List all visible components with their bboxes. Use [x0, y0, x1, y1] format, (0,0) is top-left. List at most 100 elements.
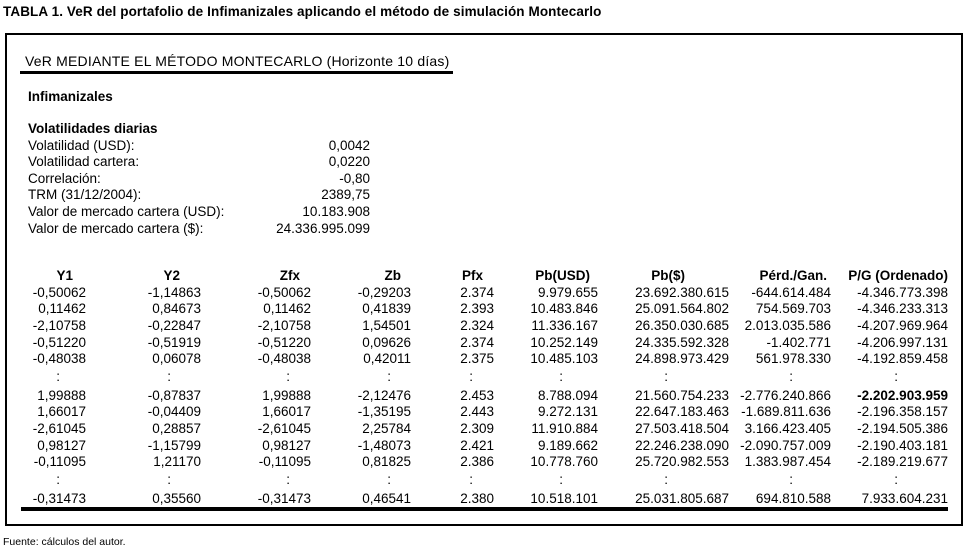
data-cell: -2,61045: [32, 420, 86, 436]
table-caption: TABLA 1. VeR del portafolio de Infimaniz…: [3, 4, 602, 19]
ellipsis-cell: :: [789, 472, 793, 488]
data-cell: 2.386: [460, 454, 494, 470]
data-cell: 0,42011: [363, 351, 411, 367]
data-cell: 0,84673: [152, 301, 201, 317]
data-cell: -0,48038: [32, 351, 86, 367]
data-cell: -1,14863: [147, 284, 201, 300]
volatility-value: -0,80: [339, 170, 370, 186]
data-cell: 9.272.131: [537, 404, 598, 420]
data-cell: -2.194.505.386: [857, 420, 948, 436]
data-cell: -0,87837: [147, 387, 201, 403]
data-cell: -4.192.859.458: [857, 351, 948, 367]
column-header: P/G (Ordenado): [848, 268, 948, 284]
data-cell: 22.246.238.090: [635, 437, 729, 453]
data-cell: 0,11462: [38, 301, 86, 317]
data-cell: 1,21170: [153, 454, 201, 470]
data-row: -2,61045 0,28857 -2,61045 2,25784 2.309 11.91…: [21, 421, 948, 438]
panel-heading-wrap: VeR MEDIANTE EL MÉTODO MONTECARLO (Horiz…: [20, 53, 961, 74]
column-header: Pfx: [461, 268, 483, 284]
data-cell: -2.189.219.677: [857, 454, 948, 470]
table-body: -0,50062 -1,14863 -0,50062 -0,29203 2.374 9.9…: [21, 285, 948, 510]
volatility-label: TRM (31/12/2004):: [28, 187, 142, 203]
volatility-label: Volatilidad cartera:: [28, 154, 140, 170]
data-cell: 10.485.103: [530, 351, 598, 367]
volatility-row: Volatilidad (USD): 0,0042: [28, 138, 370, 155]
data-cell: 23.692.380.615: [635, 284, 729, 300]
data-cell: 754.569.703: [755, 301, 831, 317]
data-cell: 2.309: [460, 420, 494, 436]
volatility-label: Correlación:: [28, 170, 101, 186]
data-cell: 27.503.418.504: [635, 420, 729, 436]
data-cell: 1,54501: [362, 317, 411, 333]
data-cell: -4.206.997.131: [857, 334, 948, 350]
data-row: 0,11462 0,84673 0,11462 0,41839 2.393 10.483.…: [21, 301, 948, 318]
column-header: Y1: [56, 268, 73, 284]
data-cell: -0,22847: [147, 317, 201, 333]
data-cell: 7.933.604.231: [861, 490, 948, 506]
data-row: 1,99888 -0,87837 1,99888 -2,12476 2.453 8.788…: [21, 388, 948, 405]
column-header: Pb($): [651, 268, 685, 284]
data-cell: -0,11095: [258, 454, 311, 470]
volatility-value: 10.183.908: [302, 203, 370, 219]
data-cell: -1,15799: [147, 437, 201, 453]
data-cell: 0,98127: [37, 437, 86, 453]
ellipsis-cell: :: [664, 472, 668, 488]
ellipsis-cell: :: [664, 369, 668, 385]
data-cell: -0,50062: [32, 284, 86, 300]
data-cell: 2.443: [460, 404, 494, 420]
volatility-label: Volatilidad (USD):: [28, 137, 135, 153]
data-cell: 2.453: [460, 387, 494, 403]
ellipsis-cell: :: [469, 369, 473, 385]
data-cell: 0,11462: [263, 301, 311, 317]
data-cell: -4.346.233.313: [857, 301, 948, 317]
data-cell: 2,25784: [362, 420, 411, 436]
volatility-row: Valor de mercado cartera (USD): 10.183.9…: [28, 204, 370, 221]
ellipsis-cell: :: [469, 472, 473, 488]
volatility-label: Valor de mercado cartera ($):: [28, 220, 204, 236]
data-cell: -0,11095: [33, 454, 86, 470]
volatility-value: 0,0042: [328, 137, 370, 153]
data-row: -0,50062 -1,14863 -0,50062 -0,29203 2.374 9.9…: [21, 285, 948, 302]
volatility-section-title: Volatilidades diarias: [28, 121, 158, 136]
data-cell: 0,06078: [152, 351, 201, 367]
data-cell: 0,46541: [362, 490, 411, 506]
data-cell: 2.374: [460, 334, 494, 350]
data-cell: 2.374: [460, 284, 494, 300]
data-cell: 2.380: [460, 490, 494, 506]
column-header: Zfx: [279, 268, 300, 284]
volatility-row: Valor de mercado cartera ($): 24.336.995…: [28, 221, 370, 238]
data-cell: 26.350.030.685: [635, 317, 729, 333]
data-cell: 0,98127: [262, 437, 311, 453]
data-cell: -0,04409: [147, 404, 201, 420]
data-cell: -0,29203: [357, 284, 411, 300]
data-cell: 10.483.846: [530, 301, 598, 317]
ellipsis-cell: :: [559, 369, 563, 385]
data-cell: -0,31473: [257, 490, 311, 506]
table-header-row: Y1 Y2 Zfx Zb Pfx Pb(USD) Pb($) Pérd./Gan. P/G (O…: [21, 268, 948, 285]
data-cell: 0,28857: [152, 420, 201, 436]
data-row: 1,66017 -0,04409 1,66017 -1,35195 2.443 9.272…: [21, 404, 948, 421]
ellipsis-cell: :: [789, 369, 793, 385]
data-cell: 0,09626: [362, 334, 411, 350]
data-cell: 3.166.423.405: [744, 420, 831, 436]
simulation-table: Y1 Y2 Zfx Zb Pfx Pb(USD) Pb($) Pérd./Gan. P/G (O…: [21, 268, 948, 512]
data-cell: 2.421: [460, 437, 494, 453]
data-cell: 8.788.094: [537, 387, 598, 403]
data-cell: -1.689.811.636: [741, 404, 831, 420]
data-cell: 561.978.330: [755, 351, 831, 367]
data-cell: 0,35560: [152, 490, 201, 506]
data-cell: -1,35195: [357, 404, 411, 420]
data-cell: 11.336.167: [531, 317, 598, 333]
panel-heading: VeR MEDIANTE EL MÉTODO MONTECARLO (Horiz…: [20, 53, 454, 74]
data-row: -0,11095 1,21170 -0,11095 0,81825 2.386 10.77…: [21, 454, 948, 471]
column-header: Y2: [163, 268, 180, 284]
data-cell: 21.560.754.233: [635, 387, 729, 403]
ellipsis-row: :::::::::: [21, 471, 948, 491]
data-cell: 1,99888: [37, 387, 86, 403]
ellipsis-cell: :: [286, 369, 290, 385]
data-cell: 2.375: [460, 351, 494, 367]
data-cell: -2,10758: [257, 317, 311, 333]
data-cell: 10.252.149: [530, 334, 598, 350]
data-cell: 1,66017: [262, 404, 311, 420]
ellipsis-cell: :: [56, 472, 60, 488]
